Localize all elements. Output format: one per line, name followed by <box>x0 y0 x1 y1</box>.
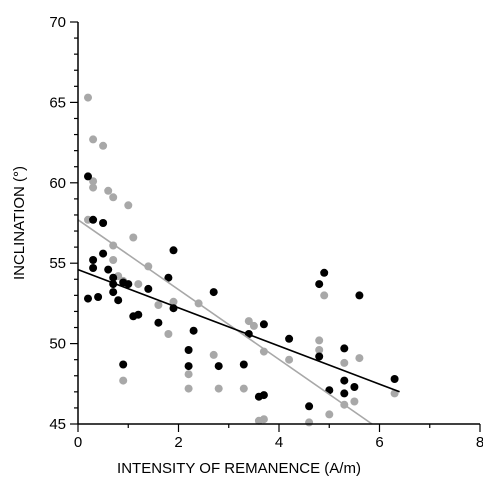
data-point <box>184 346 193 354</box>
data-point <box>209 350 218 359</box>
data-point <box>119 376 128 385</box>
data-point <box>89 135 98 144</box>
data-point <box>214 362 223 371</box>
data-point <box>154 301 163 309</box>
data-point <box>285 334 294 343</box>
data-point <box>124 201 133 210</box>
data-point <box>189 326 198 335</box>
data-point <box>239 384 248 393</box>
x-tick-label: 8 <box>476 434 483 451</box>
data-point <box>94 293 103 301</box>
y-axis-title: INCLINATION (°) <box>11 166 28 280</box>
data-point <box>134 280 143 289</box>
y-tick-label: 60 <box>49 175 66 192</box>
data-point <box>119 360 128 369</box>
data-point <box>134 310 143 319</box>
data-point <box>259 320 268 329</box>
data-point <box>355 291 364 300</box>
data-point <box>350 397 359 406</box>
data-point <box>164 330 173 338</box>
data-point <box>109 273 118 282</box>
data-point <box>320 291 329 300</box>
data-point <box>109 288 118 297</box>
data-point <box>320 268 329 277</box>
data-point <box>390 375 399 383</box>
y-tick-label: 50 <box>49 336 66 353</box>
data-point <box>325 410 334 419</box>
y-tick-label: 55 <box>49 255 66 272</box>
data-point <box>239 360 248 369</box>
data-point <box>340 358 349 367</box>
data-point <box>315 352 324 361</box>
data-point <box>209 288 218 297</box>
data-point <box>315 336 324 345</box>
data-point <box>89 183 98 192</box>
data-point <box>164 273 173 282</box>
data-point <box>89 177 98 186</box>
data-point <box>355 354 364 363</box>
data-point <box>99 141 108 150</box>
data-point <box>285 355 294 364</box>
plot-area <box>77 93 400 427</box>
data-point <box>184 362 193 371</box>
data-point <box>89 215 98 224</box>
data-point <box>109 193 118 202</box>
data-point <box>214 384 223 393</box>
data-point <box>350 383 359 391</box>
data-point <box>305 418 314 427</box>
data-point <box>340 376 349 385</box>
x-tick-label: 6 <box>375 434 383 451</box>
data-point <box>89 264 98 272</box>
data-point <box>129 233 138 242</box>
data-point <box>184 384 193 393</box>
y-tick-label: 70 <box>49 14 66 31</box>
data-point <box>144 262 153 271</box>
data-point <box>169 297 178 306</box>
data-point <box>184 370 193 379</box>
trend-line <box>77 268 400 393</box>
data-point <box>84 294 92 303</box>
data-point <box>89 256 98 264</box>
y-tick-label: 45 <box>49 416 66 433</box>
data-point <box>99 219 108 227</box>
data-point <box>259 415 268 424</box>
axes: 45 50 55 60 65 70 0 2 4 6 8 <box>49 14 483 451</box>
data-point <box>154 318 163 327</box>
data-point <box>315 280 324 289</box>
data-point <box>114 296 123 305</box>
data-point <box>169 246 178 255</box>
x-tick-label: 2 <box>174 434 182 451</box>
data-point <box>244 317 253 326</box>
data-point <box>104 186 113 195</box>
y-tick-label: 65 <box>49 94 66 111</box>
data-point <box>144 284 153 293</box>
data-point <box>109 256 118 264</box>
data-point <box>340 389 349 398</box>
data-point <box>99 249 108 258</box>
data-point <box>305 402 314 411</box>
trend-line <box>77 219 373 425</box>
data-point <box>84 93 92 102</box>
data-point <box>259 391 268 400</box>
data-point <box>315 346 324 354</box>
x-axis-title: INTENSITY OF REMANENCE (A/m) <box>117 460 361 477</box>
data-point <box>124 280 133 289</box>
data-point <box>104 265 113 274</box>
x-tick-label: 0 <box>74 434 82 451</box>
data-point <box>84 172 92 181</box>
data-point <box>340 344 349 353</box>
x-tick-label: 4 <box>275 434 283 451</box>
data-point <box>249 321 258 330</box>
